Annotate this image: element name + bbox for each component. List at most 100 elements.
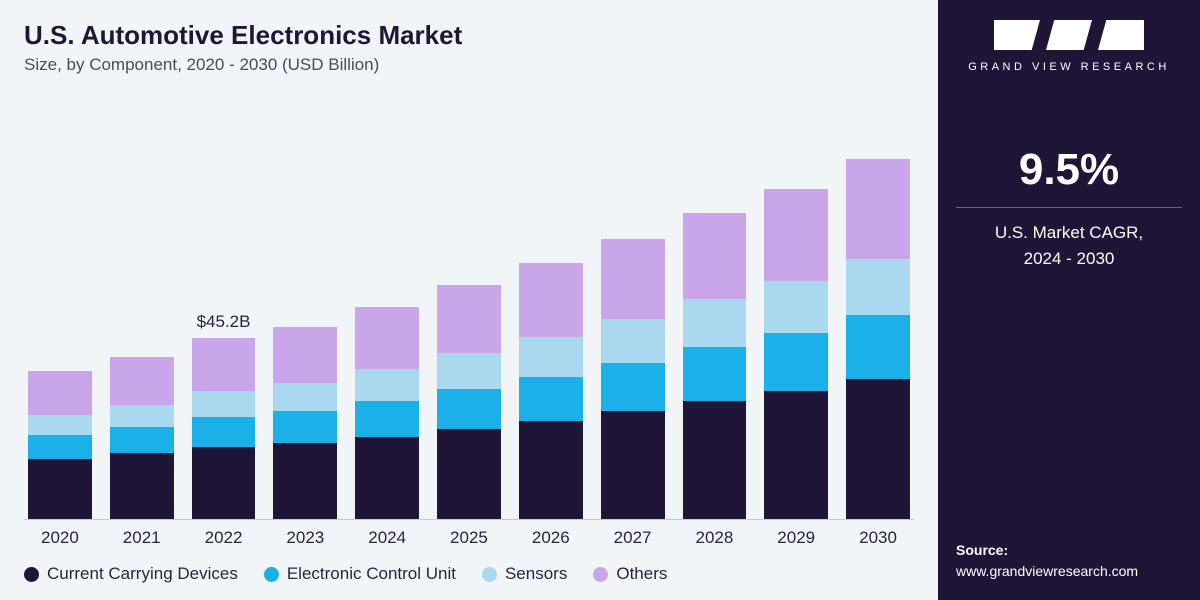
logo-shape — [1046, 20, 1092, 50]
cagr-metric: 9.5% U.S. Market CAGR, 2024 - 2030 — [956, 145, 1182, 271]
bar-segment-others — [110, 357, 174, 405]
stacked-bar — [355, 307, 419, 519]
x-axis-label: 2022 — [192, 528, 256, 548]
bar-segment-others — [519, 263, 583, 337]
legend: Current Carrying Devices Electronic Contr… — [24, 562, 914, 584]
bar-segment-ecu — [437, 389, 501, 429]
bar-segment-sensors — [764, 281, 828, 333]
legend-swatch — [593, 567, 608, 582]
legend-item: Electronic Control Unit — [264, 564, 456, 584]
legend-label: Others — [616, 564, 667, 584]
bar-segment-ecu — [28, 435, 92, 459]
x-axis-label: 2027 — [601, 528, 665, 548]
legend-item: Sensors — [482, 564, 567, 584]
x-axis-label: 2029 — [764, 528, 828, 548]
legend-item: Current Carrying Devices — [24, 564, 238, 584]
legend-swatch — [264, 567, 279, 582]
metric-value: 9.5% — [956, 145, 1182, 195]
logo-shape — [1098, 20, 1144, 50]
bar-segment-sensors — [192, 391, 256, 417]
x-axis-label: 2030 — [846, 528, 910, 548]
bar-segment-current — [764, 391, 828, 519]
stacked-bar — [28, 371, 92, 519]
stacked-bar — [192, 338, 256, 519]
bar-column — [355, 307, 419, 519]
bar-segment-sensors — [273, 383, 337, 411]
bar-column — [519, 263, 583, 519]
bar-column — [110, 357, 174, 519]
bar-column — [437, 285, 501, 519]
bar-segment-sensors — [437, 353, 501, 389]
bar-column — [28, 371, 92, 519]
bar-segment-ecu — [192, 417, 256, 447]
logo-mark — [994, 20, 1144, 50]
metric-divider — [956, 207, 1182, 208]
bar-segment-current — [437, 429, 501, 519]
bar-segment-current — [110, 453, 174, 519]
bar-segment-ecu — [110, 427, 174, 453]
legend-swatch — [24, 567, 39, 582]
bar-segment-sensors — [683, 299, 747, 347]
stacked-bar — [437, 285, 501, 519]
bar-segment-current — [683, 401, 747, 519]
metric-label: U.S. Market CAGR, 2024 - 2030 — [956, 220, 1182, 271]
stacked-bar — [846, 159, 910, 519]
stacked-bar — [764, 189, 828, 519]
legend-swatch — [482, 567, 497, 582]
bar-segment-sensors — [519, 337, 583, 377]
bar-column: $45.2B — [192, 338, 256, 519]
stacked-bar — [519, 263, 583, 519]
bar-segment-others — [273, 327, 337, 383]
bar-segment-ecu — [519, 377, 583, 421]
x-axis-label: 2024 — [355, 528, 419, 548]
bar-segment-sensors — [355, 369, 419, 401]
brand-logo: GRAND VIEW RESEARCH — [968, 20, 1170, 75]
bar-segment-others — [764, 189, 828, 281]
x-axis-label: 2023 — [273, 528, 337, 548]
bar-segment-ecu — [273, 411, 337, 443]
bar-segment-others — [846, 159, 910, 259]
chart-panel: U.S. Automotive Electronics Market Size,… — [0, 0, 938, 600]
bar-segment-current — [273, 443, 337, 519]
chart-title: U.S. Automotive Electronics Market — [24, 20, 914, 51]
x-axis-label: 2025 — [437, 528, 501, 548]
bar-segment-others — [355, 307, 419, 369]
bar-segment-sensors — [110, 405, 174, 427]
stacked-bar — [110, 357, 174, 519]
legend-label: Current Carrying Devices — [47, 564, 238, 584]
bar-segment-current — [601, 411, 665, 519]
bar-segment-current — [192, 447, 256, 519]
bar-segment-others — [192, 338, 256, 391]
legend-label: Sensors — [505, 564, 567, 584]
bar-segment-sensors — [846, 259, 910, 315]
bar-column — [764, 189, 828, 519]
bar-segment-ecu — [764, 333, 828, 391]
bar-segment-current — [355, 437, 419, 519]
x-axis-label: 2028 — [683, 528, 747, 548]
bar-column — [846, 159, 910, 519]
chart-subtitle: Size, by Component, 2020 - 2030 (USD Bil… — [24, 55, 914, 75]
bar-column — [273, 327, 337, 519]
bar-segment-ecu — [355, 401, 419, 437]
x-axis-label: 2020 — [28, 528, 92, 548]
stacked-bar — [683, 213, 747, 519]
bar-segment-sensors — [601, 319, 665, 363]
bar-annotation: $45.2B — [197, 312, 251, 332]
bar-segment-current — [28, 459, 92, 519]
bar-column — [601, 239, 665, 519]
legend-label: Electronic Control Unit — [287, 564, 456, 584]
bar-segment-others — [601, 239, 665, 319]
bar-column — [683, 213, 747, 519]
logo-shape — [994, 20, 1040, 50]
bar-segment-current — [519, 421, 583, 519]
bar-segment-ecu — [601, 363, 665, 411]
side-panel: GRAND VIEW RESEARCH 9.5% U.S. Market CAG… — [938, 0, 1200, 600]
logo-text: GRAND VIEW RESEARCH — [968, 60, 1170, 75]
x-axis-label: 2021 — [110, 528, 174, 548]
source-url: www.grandviewresearch.com — [956, 561, 1138, 582]
bars-area: $45.2B — [24, 93, 914, 520]
bar-segment-ecu — [683, 347, 747, 401]
x-axis-label: 2026 — [519, 528, 583, 548]
x-axis: 2020 2021 2022 2023 2024 2025 2026 2027 2028 2029… — [24, 520, 914, 562]
legend-item: Others — [593, 564, 667, 584]
